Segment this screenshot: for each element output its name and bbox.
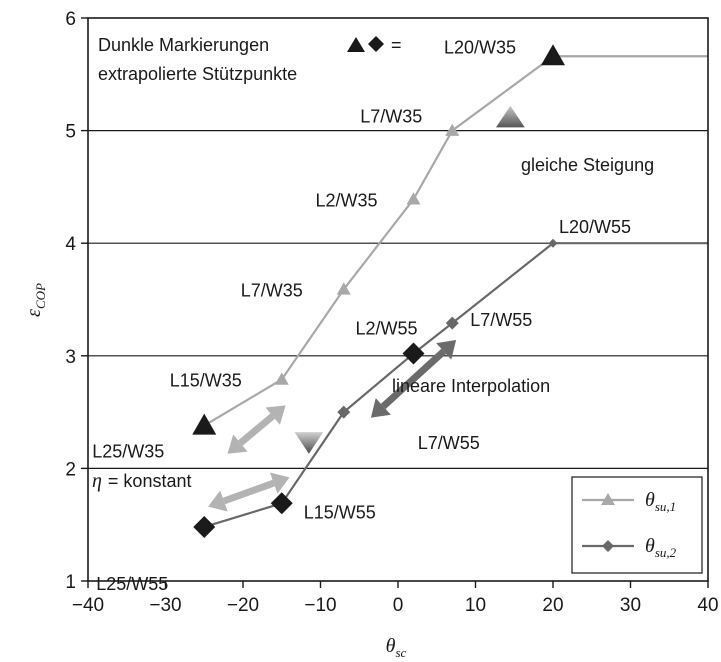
y-axis-ticks: 1 2 3 4 5 6 [65, 9, 88, 593]
dark-diamond-icon [368, 36, 384, 52]
lower-eta-arrow-tail-head [208, 490, 228, 512]
lower-eta-arrow-shaft [222, 479, 275, 505]
diamond-marker [193, 515, 216, 538]
dark-triangle-icon [347, 37, 365, 52]
diamond-marker [337, 405, 351, 419]
triangle-marker [274, 372, 289, 385]
same-slope-arrow-head [495, 105, 525, 128]
triangle-marker [336, 282, 351, 295]
eta-constant-text: η = konstant [92, 470, 191, 492]
diamond-marker [270, 492, 293, 515]
lower-eta-arrow-head [269, 472, 290, 494]
x-axis-ticks: −40 −30 −20 −10 0 10 20 30 40 [72, 581, 719, 616]
triangle-marker [445, 123, 460, 136]
x-tick-label: −20 [227, 595, 259, 616]
upper-eta-arrow-tail-head [227, 434, 248, 454]
point-label: L15/W35 [170, 370, 242, 390]
same-slope-text: gleiche Steigung [521, 155, 654, 175]
point-label: L2/W55 [356, 319, 418, 339]
triangle-marker [406, 192, 421, 205]
series-lines [203, 55, 708, 529]
x-tick-label: 0 [393, 595, 404, 616]
gridlines [88, 130, 708, 469]
interpolation-arrow-shaft [380, 348, 447, 410]
y-tick-label: 6 [65, 9, 76, 30]
interpolation-arrow-head [436, 340, 457, 360]
x-tick-label: −30 [149, 595, 181, 616]
diamond-marker [445, 316, 459, 330]
x-tick-label: 30 [620, 595, 641, 616]
point-label: L7/W55 [470, 310, 532, 330]
note-line-2: extrapolierte Stützpunkte [98, 64, 297, 84]
triangle-marker [192, 413, 217, 435]
legend-entry-2: θsu,2 [645, 535, 677, 560]
x-axis-label: θsc [386, 635, 407, 660]
point-label: L7/W35 [360, 107, 422, 127]
triangle-marker [541, 44, 565, 66]
x-tick-label: 40 [697, 595, 718, 616]
x-tick-label: −10 [304, 595, 336, 616]
legend: θsu,1 θsu,2 [571, 476, 703, 574]
x-tick-label: 20 [542, 595, 563, 616]
point-label: L25/W55 [96, 574, 168, 594]
point-label-extra: L7/W55 [418, 433, 480, 453]
y-tick-label: 3 [65, 347, 76, 368]
diamond-marker [548, 238, 558, 248]
x-tick-label: 10 [465, 595, 486, 616]
upper-eta-arrow-shaft [238, 413, 275, 446]
y-tick-label: 2 [65, 459, 76, 480]
point-label: L7/W35 [241, 280, 303, 300]
diamond-marker [402, 342, 425, 365]
annotation-arrows [208, 105, 525, 512]
note-line-1: Dunkle Markierungen [98, 35, 269, 55]
upper-eta-arrow-head [265, 405, 286, 425]
interpolation-arrow-tail-head [370, 398, 391, 418]
down-arrow-head [294, 432, 324, 454]
point-label: L25/W35 [92, 442, 164, 462]
legend-entry-1: θsu,1 [645, 489, 676, 514]
y-axis-label: εCOP [23, 283, 48, 317]
linear-interpolation-text: lineare Interpolation [392, 376, 550, 396]
point-label: L2/W35 [316, 190, 378, 210]
y-tick-label: 5 [65, 122, 76, 143]
series-line-2 [203, 242, 554, 529]
extrapolation-note: Dunkle Markierungen = extrapolierte Stüt… [98, 35, 402, 84]
legend-diamond-icon [602, 540, 614, 552]
y-tick-label: 4 [65, 234, 76, 255]
series-markers [192, 44, 565, 538]
point-label: L15/W55 [304, 502, 376, 522]
y-tick-label: 1 [65, 572, 76, 593]
point-labels: L25/W35 L15/W35 L7/W35 L2/W35 L7/W35 L20/W35 L… [92, 37, 631, 594]
point-label: L20/W55 [559, 217, 631, 237]
legend-triangle-icon [601, 493, 615, 505]
legend-box [571, 476, 703, 574]
series-line-1 [203, 55, 554, 427]
point-label: L20/W35 [444, 37, 516, 57]
note-eq: = [391, 35, 402, 55]
x-tick-label: −40 [72, 595, 104, 616]
